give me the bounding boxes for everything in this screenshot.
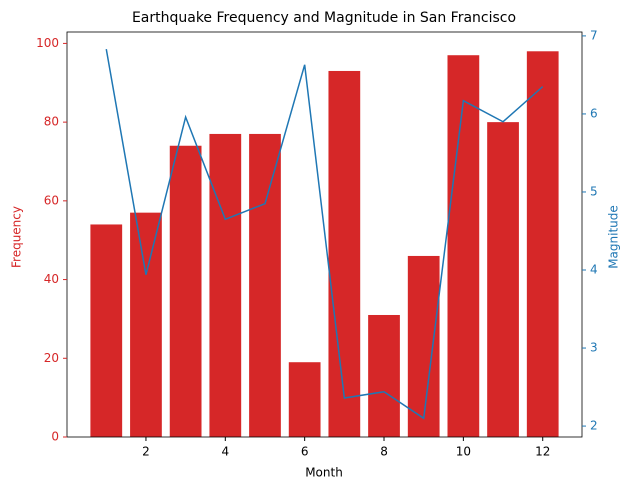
y2-tick-label: 5 — [590, 184, 598, 198]
chart-title: Earthquake Frequency and Magnitude in Sa… — [132, 10, 516, 26]
line — [105, 49, 544, 420]
y-tick-label: 100 — [36, 36, 59, 50]
bar — [487, 122, 519, 437]
bar — [407, 255, 440, 437]
y2-axis-label: Magnitude — [607, 205, 621, 269]
y-tick-label: 60 — [44, 193, 59, 207]
bar — [526, 51, 559, 438]
y2-tick-label: 7 — [590, 28, 598, 42]
x-tick-label: 4 — [221, 445, 229, 459]
bar — [368, 314, 400, 437]
y2-tick-label: 4 — [590, 263, 598, 277]
x-tick-label: 12 — [535, 445, 550, 459]
y-tick-label: 20 — [44, 351, 59, 365]
bar — [328, 70, 361, 437]
bar — [288, 362, 321, 437]
x-tick-label: 6 — [301, 445, 309, 459]
bar — [130, 212, 162, 437]
bar — [169, 145, 202, 438]
y2-tick-label: 3 — [590, 341, 598, 355]
bar — [249, 133, 281, 437]
x-tick-label: 10 — [456, 445, 471, 459]
y-tick-label: 80 — [44, 115, 59, 129]
y2-tick-label: 2 — [590, 419, 598, 433]
y-tick-label: 40 — [44, 272, 59, 286]
y-tick-label: 0 — [51, 430, 59, 444]
bar — [209, 133, 242, 437]
bar — [447, 55, 480, 438]
x-tick-label: 8 — [380, 445, 388, 459]
y-axis-label: Frequency — [10, 206, 24, 268]
x-tick-label: 2 — [142, 445, 150, 459]
plot-frame — [66, 31, 583, 438]
y2-tick-label: 6 — [590, 106, 598, 120]
bar — [90, 224, 123, 437]
x-axis-label: Month — [305, 466, 343, 480]
